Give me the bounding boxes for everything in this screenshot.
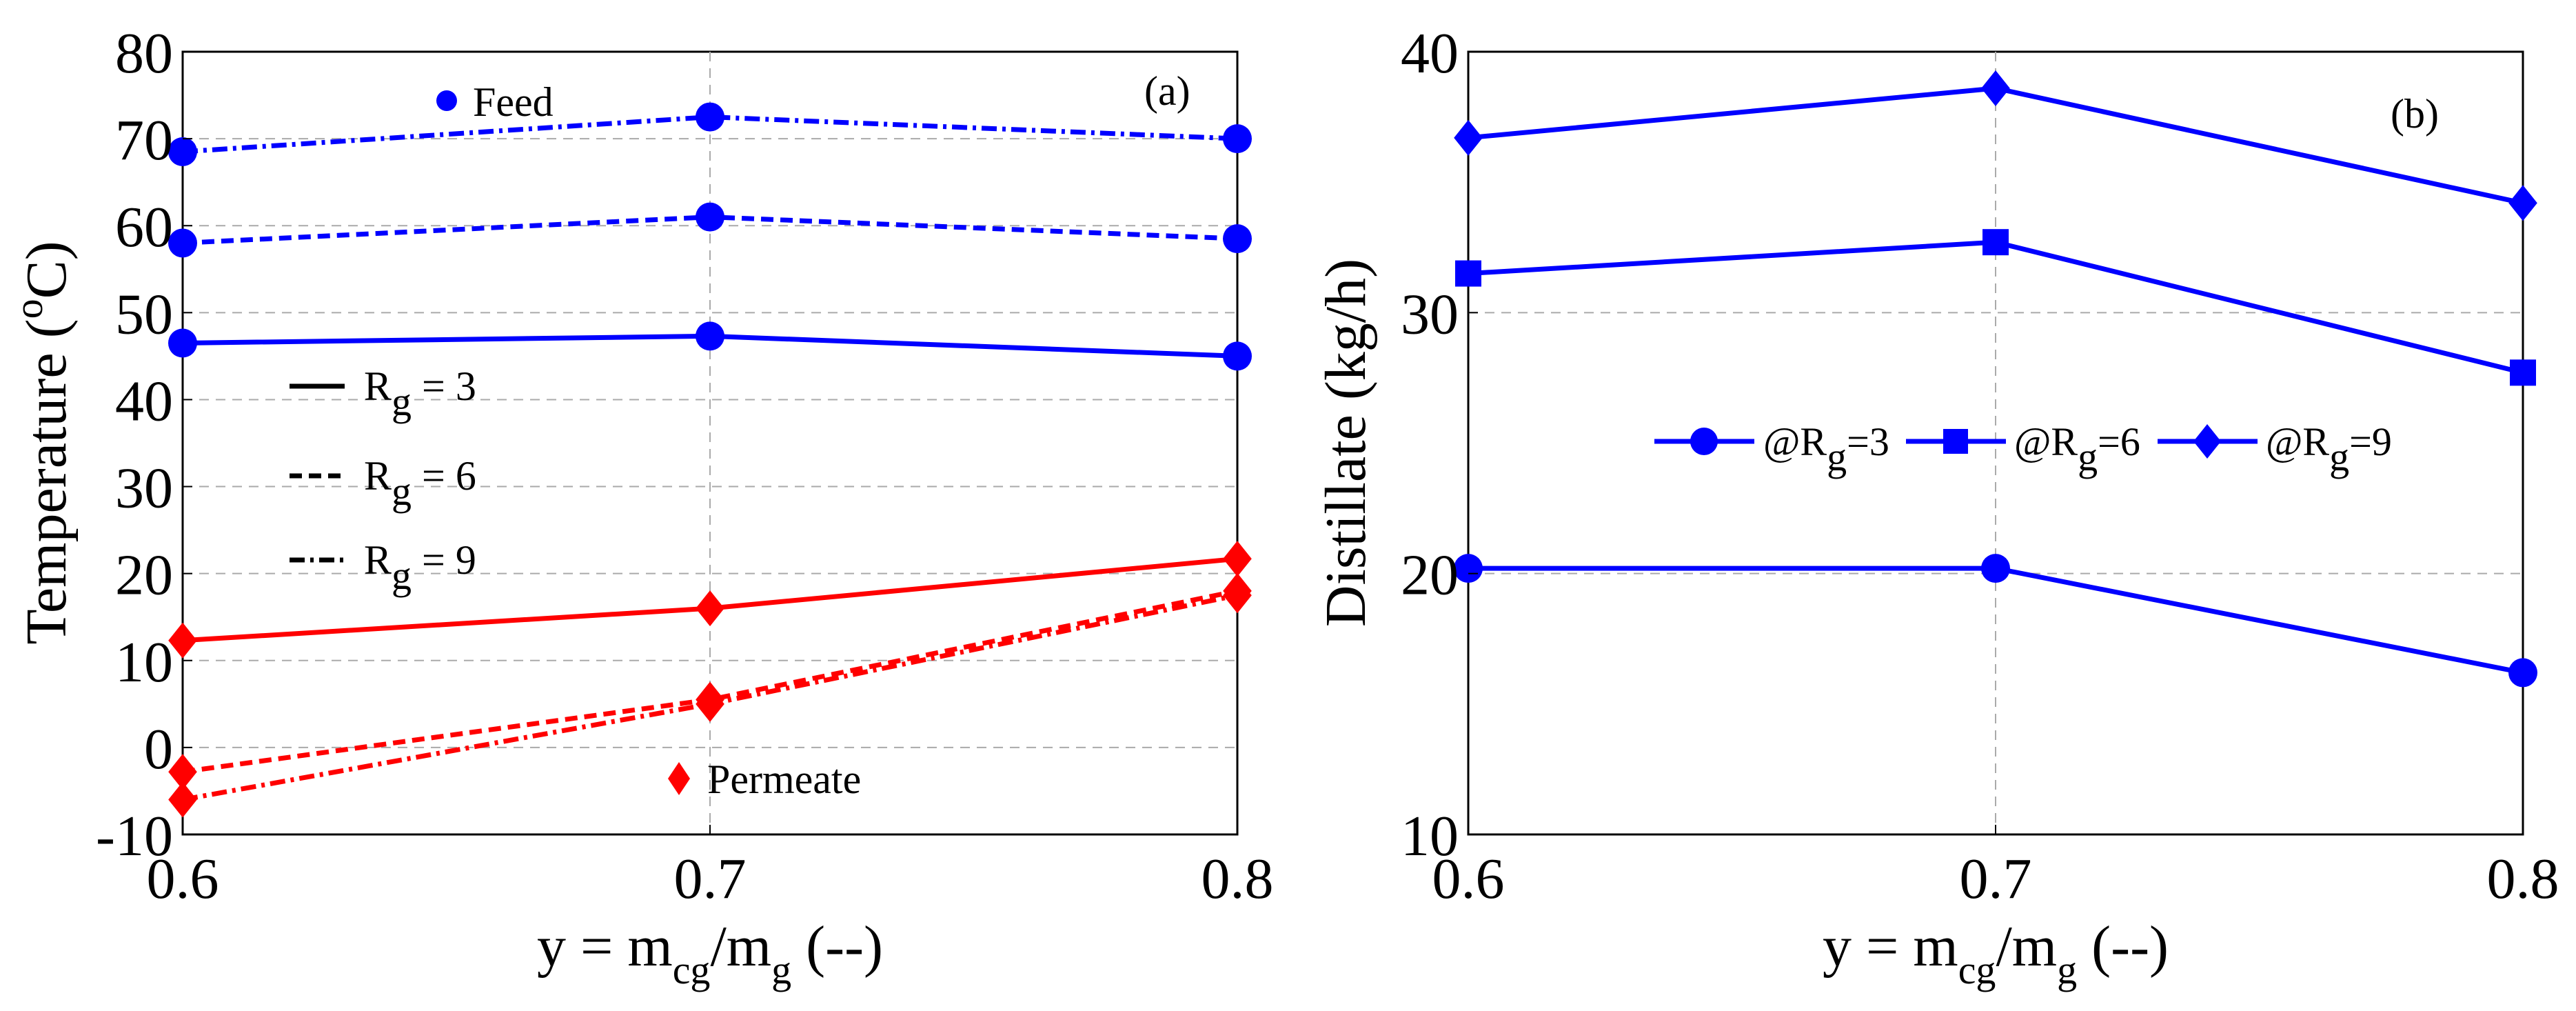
- feed-label: Feed: [473, 79, 554, 125]
- panel-b-y-axis-label: Distillate (kg/h): [1314, 259, 1378, 627]
- panel-a-x-tick-label: 0.7: [674, 847, 747, 911]
- panel-a-x-tick-label: 0.6: [147, 847, 219, 911]
- panel-a-series-2-point-0: [168, 137, 197, 167]
- panel-b-series: [1454, 70, 2537, 688]
- panel-a-series-3-point-0: [168, 622, 197, 659]
- panel-a-y-tick-label: 80: [115, 21, 173, 86]
- panel-a-series-5-point-2: [1223, 577, 1252, 614]
- panel-a-series-2-point-2: [1223, 124, 1252, 154]
- panel-a-x-axis-label: y = mcg/mg (--): [537, 914, 883, 992]
- panel-b-x-tick-label: 0.6: [1432, 847, 1505, 911]
- panel-a-series-5-point-0: [168, 781, 197, 818]
- panel-a-y-tick-label: 30: [115, 457, 173, 521]
- panel-a-ticks: -10 0 10 20 30 40 50 60 70 80 0.6 0.7 0.8: [96, 21, 1273, 911]
- panel-b-y-tick-label: 30: [1401, 282, 1459, 346]
- panel-b-series-1-point-2: [2510, 359, 2536, 386]
- panel-a-series-line-2: [182, 114, 1238, 154]
- legend-rg3-text: @Rg=3: [1763, 419, 1889, 479]
- panel-b-series-0-point-0: [1454, 554, 1483, 583]
- panel-a-y-tick-label: 40: [115, 369, 173, 433]
- panel-b-series-1-point-0: [1455, 260, 1481, 287]
- panel-b-series-2-point-2: [2508, 185, 2537, 221]
- legend-rg6-label: Rg = 6: [364, 453, 476, 514]
- panel-a-series-3-point-1: [696, 590, 724, 627]
- panel-a-series: [168, 102, 1252, 818]
- panel-b-grid: [1468, 52, 2523, 834]
- panel-b-y-tick-label: 10: [1401, 804, 1459, 868]
- panel-b-ticks: 10 20 30 40 0.6 0.7 0.8: [1401, 21, 2559, 911]
- panel-a-y-tick-label: 20: [115, 543, 173, 608]
- panel-a-y-tick-label: -10: [96, 804, 173, 868]
- panel-b-legend: @Rg=3 @Rg=6 @Rg=9: [1654, 419, 2392, 479]
- legend-diamond-marker-icon: [2193, 424, 2221, 459]
- panel-b-tag: (b): [2391, 91, 2439, 137]
- panel-a-y-tick-label: 0: [144, 717, 173, 781]
- panel-b-series-0-point-1: [1981, 554, 2010, 583]
- panel-b-series-0-point-2: [2508, 658, 2537, 688]
- legend-circle-marker-icon: [1690, 428, 1718, 455]
- panel-a-series-0-point-1: [696, 321, 724, 351]
- panel-a-y-tick-label: 10: [115, 630, 173, 694]
- panel-a-y-tick-label: 60: [115, 195, 173, 259]
- panel-b-series-2-point-0: [1454, 119, 1483, 156]
- legend-rg9-label: Rg = 9: [364, 537, 476, 598]
- legend-rg9-text: @Rg=9: [2266, 419, 2392, 479]
- panel-a-series-2-point-1: [696, 102, 724, 132]
- panel-a-y-tick-label: 70: [115, 108, 173, 172]
- panel-a-series-1-point-2: [1223, 224, 1252, 254]
- panel-a-series-0-point-0: [168, 328, 197, 358]
- panel-a-x-tick-label: 0.8: [1201, 847, 1274, 911]
- panel-a-tag: (a): [1144, 68, 1190, 114]
- legend-rg6-text: @Rg=6: [2014, 419, 2140, 479]
- panel-a-series-4-point-0: [168, 754, 197, 790]
- panel-a-series-3-point-2: [1223, 541, 1252, 577]
- panel-b-y-tick-label: 40: [1401, 21, 1459, 86]
- panel-b-y-tick-label: 20: [1401, 543, 1459, 608]
- panel-b-series-2-point-1: [1981, 70, 2010, 106]
- panel-a-y-tick-label: 50: [115, 282, 173, 346]
- panel-a: -10 0 10 20 30 40 50 60 70 80 0.6 0.7 0.8 (a) Feed P…: [6, 21, 1274, 992]
- panel-a-series-1-point-0: [168, 228, 197, 258]
- panel-a-y-axis-label: Temperature (oC): [6, 241, 79, 644]
- panel-b-x-tick-label: 0.7: [1960, 847, 2032, 911]
- panel-b-x-axis-label: y = mcg/mg (--): [1823, 914, 2169, 992]
- line-style-legend: Rg = 3 Rg = 6 Rg = 9: [290, 363, 476, 598]
- feed-marker-icon: [436, 90, 457, 111]
- permeate-marker-icon: [668, 762, 690, 795]
- panel-b-series-1-point-1: [1982, 229, 2009, 256]
- legend-rg3-label: Rg = 3: [364, 363, 476, 424]
- panel-a-series-1-point-1: [696, 202, 724, 232]
- panel-b-x-tick-label: 0.8: [2487, 847, 2559, 911]
- panel-a-series-0-point-2: [1223, 341, 1252, 371]
- legend-square-marker-icon: [1943, 429, 1968, 454]
- panel-a-series-5-point-1: [696, 685, 724, 722]
- permeate-label: Permeate: [707, 757, 861, 802]
